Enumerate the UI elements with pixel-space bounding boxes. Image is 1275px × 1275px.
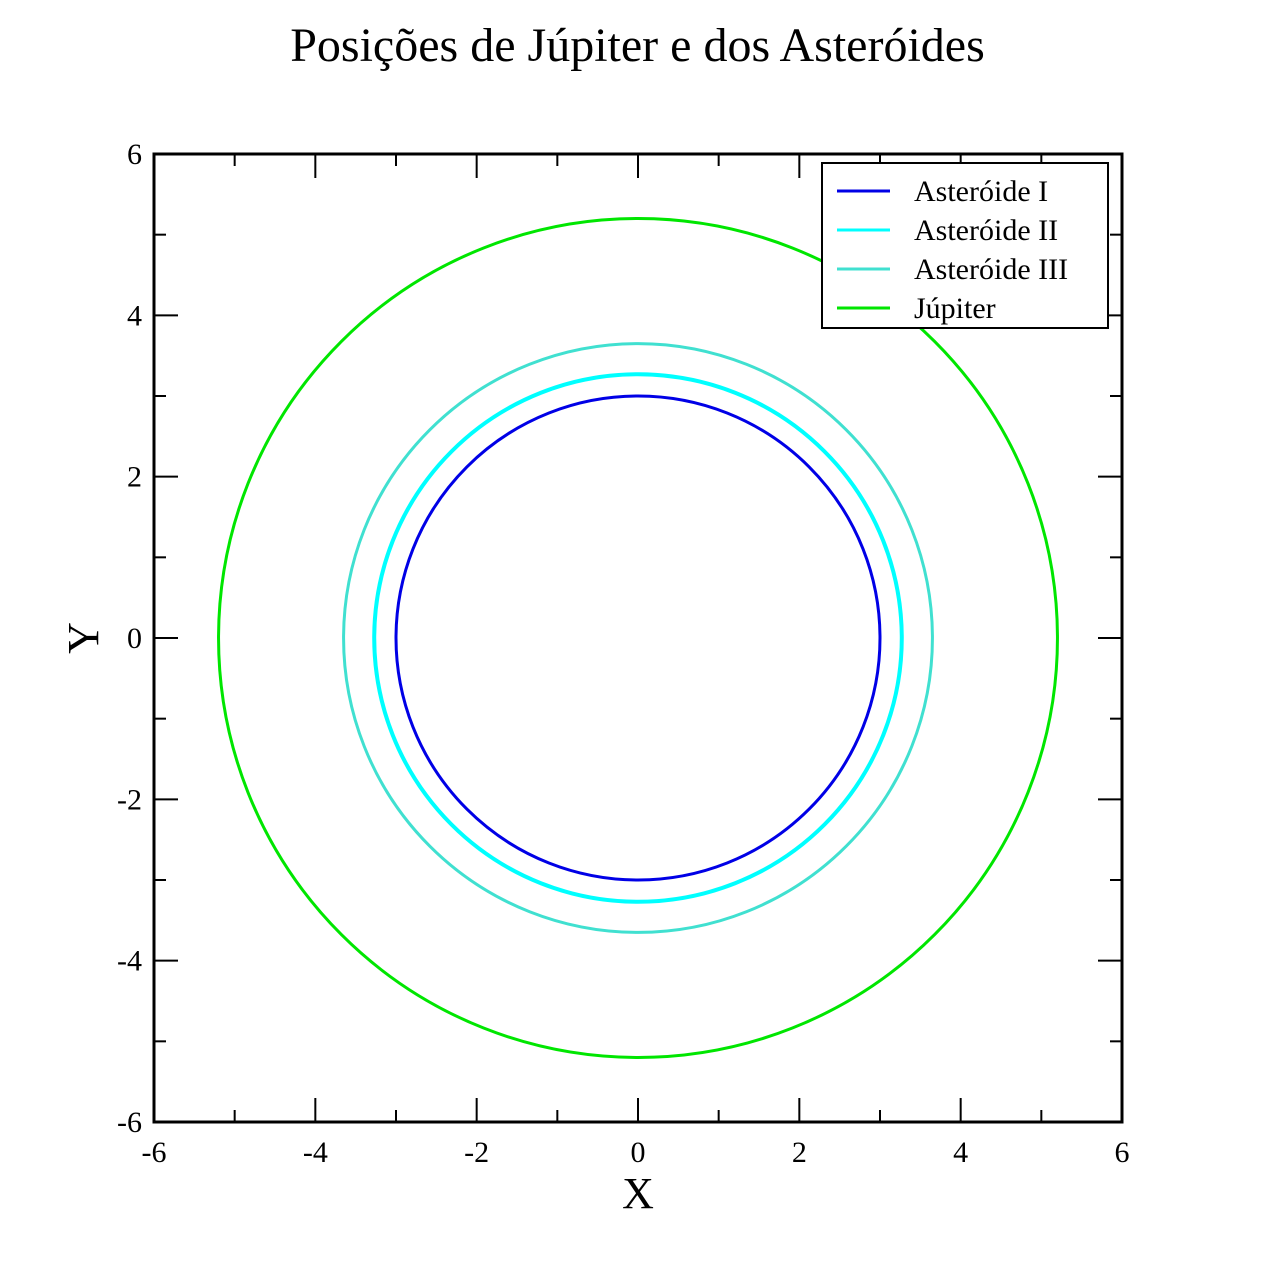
legend-label: Júpiter xyxy=(914,292,996,325)
x-tick-label: -4 xyxy=(303,1136,328,1169)
x-tick-label: 6 xyxy=(1115,1136,1130,1169)
y-tick-label: -4 xyxy=(117,945,142,978)
chart-title: Posições de Júpiter e dos Asteróides xyxy=(290,19,985,72)
x-tick-label: -6 xyxy=(142,1136,167,1169)
series-line-1 xyxy=(394,394,882,882)
x-tick-label: -2 xyxy=(464,1136,489,1169)
x-axis-label: X xyxy=(622,1169,654,1218)
y-axis-label: Y xyxy=(59,622,108,654)
x-tick-label: 4 xyxy=(953,1136,968,1169)
axis-ticks: -6 -4 -2 0 2 4 6 -6 -4 -2 0 2 4 6 xyxy=(117,138,1130,1169)
series-line-2 xyxy=(372,372,904,904)
y-tick-label: -2 xyxy=(117,783,142,816)
y-tick-label: 6 xyxy=(127,138,142,171)
x-tick-label: 0 xyxy=(631,1136,646,1169)
y-tick-label: 2 xyxy=(127,461,142,494)
series-line-3 xyxy=(342,342,934,934)
x-tick-label: 2 xyxy=(792,1136,807,1169)
legend-label: Asteróide II xyxy=(914,214,1058,247)
legend: Asteróide I Asteróide II Asteróide III Júpi… xyxy=(821,162,1109,329)
y-tick-label: 0 xyxy=(127,622,142,655)
legend-label: Asteróide III xyxy=(914,253,1068,286)
y-tick-label: -6 xyxy=(117,1106,142,1139)
orbit-lines xyxy=(217,217,1059,1059)
series-line-4 xyxy=(217,217,1059,1059)
legend-label: Asteróide I xyxy=(914,175,1048,208)
y-tick-label: 4 xyxy=(127,299,142,332)
